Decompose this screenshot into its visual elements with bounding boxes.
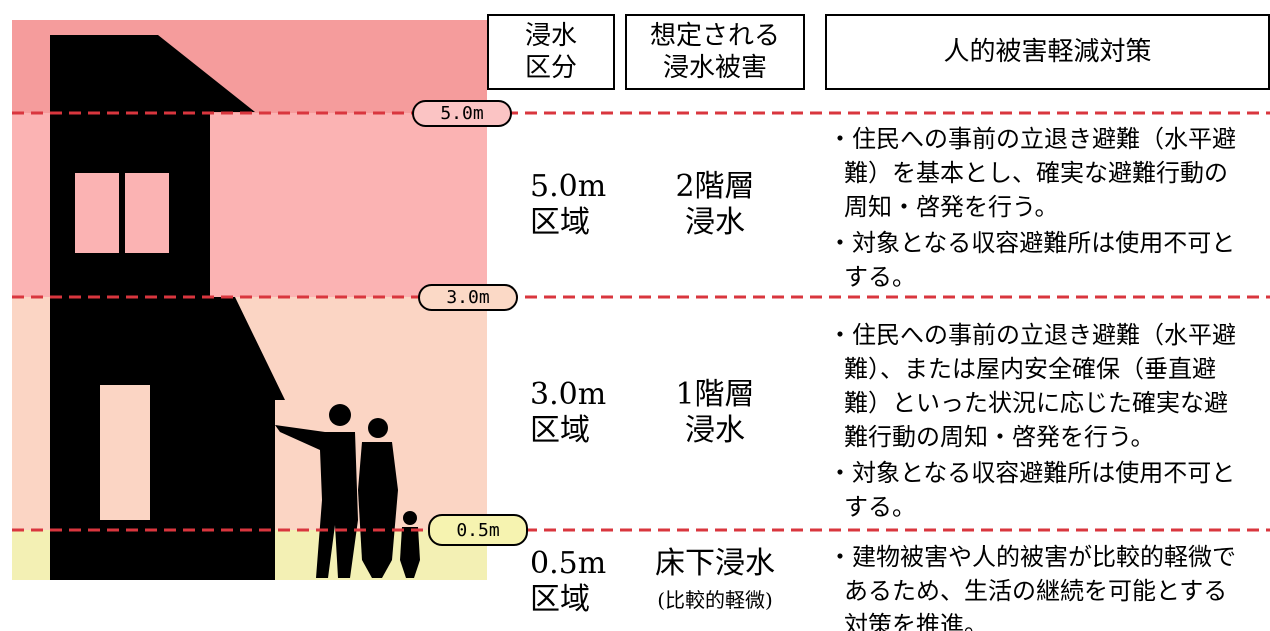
level-label: 0.5m [428, 514, 528, 546]
line-text: 区域 [530, 205, 590, 240]
measure: ・対象となる収容避難所は使用不可とする。 [828, 456, 1235, 524]
damage: 2階層 浸水 [630, 169, 800, 241]
measure: ・住民への事前の立退き避難（水平避難）を基本とし、確実な避難行動の 周知・啓発を行… [828, 122, 1236, 224]
line-text: する。 [844, 493, 916, 521]
line-text: 床下浸水 [655, 546, 775, 581]
line-text: 難行動の周知・啓発を行う。 [844, 423, 1155, 451]
measure: ・住民への事前の立退き避難（水平避 難）、または屋内安全確保（垂直避 難）といった状… [828, 318, 1236, 454]
line-text: 区域 [530, 582, 590, 617]
line-text: ・対象となる収容避難所は使用不可と [828, 229, 1236, 257]
damage: 床下浸水 (比較的軽微) [630, 546, 800, 618]
header-cell: 人的被害軽減対策 [825, 14, 1270, 90]
people [275, 404, 420, 578]
line-text: 浸水 [524, 21, 577, 51]
header-cell: 想定される 浸水被害 [625, 14, 805, 90]
line-text: 5.0m [530, 169, 607, 204]
line-text: 対策を推進。 [844, 611, 988, 631]
line-text: 想定される [649, 21, 780, 51]
line-text: ・対象となる収容避難所は使用不可と [828, 459, 1236, 487]
line-text: 浸水 [685, 205, 745, 240]
line-text: 周知・啓発を行う。 [844, 193, 1059, 221]
damage: 1階層 浸水 [630, 377, 800, 449]
line-text: 浸水被害 [662, 53, 767, 83]
line-text: あるため、生活の継続を可能とする [844, 577, 1228, 605]
line-text: ・住民への事前の立退き避難（水平避 [828, 321, 1236, 349]
line-text: 難）といった状況に応じた確実な避 [844, 389, 1228, 417]
zone: 5.0m 区域 [530, 169, 606, 241]
measure: ・対象となる収容避難所は使用不可とする。 [828, 226, 1235, 294]
line-text: ・建物被害や人的被害が比較的軽微で [828, 543, 1236, 571]
line-text: 2階層 [675, 169, 755, 204]
line-text: 0.5m [530, 546, 607, 581]
line-text: ・住民への事前の立退き避難（水平避 [828, 125, 1236, 153]
line-text: 浸水 [685, 413, 745, 448]
line-text: (比較的軽微) [657, 588, 773, 612]
line-text: 人的被害軽減対策 [943, 37, 1152, 67]
level-label: 3.0m [418, 283, 518, 311]
line-text: 1階層 [675, 377, 755, 412]
line-text: 区域 [530, 413, 590, 448]
line-text: 難）を基本とし、確実な避難行動の [844, 159, 1228, 187]
line-text: 区分 [524, 53, 577, 83]
level-label: 5.0m [412, 99, 512, 127]
header-cell: 浸水 区分 [487, 14, 615, 90]
zone: 3.0m 区域 [530, 377, 606, 449]
house-notch [100, 385, 150, 520]
line-text: 3.0m [530, 377, 607, 412]
measure: ・建物被害や人的被害が比較的軽微であるため、生活の継続を可能とする対策を推進。 [828, 540, 1236, 631]
line-text: する。 [844, 263, 916, 291]
line-text: 難）、または屋内安全確保（垂直避 [844, 355, 1216, 383]
level-lines [12, 111, 1270, 532]
zone: 0.5m 区域 [530, 546, 606, 618]
